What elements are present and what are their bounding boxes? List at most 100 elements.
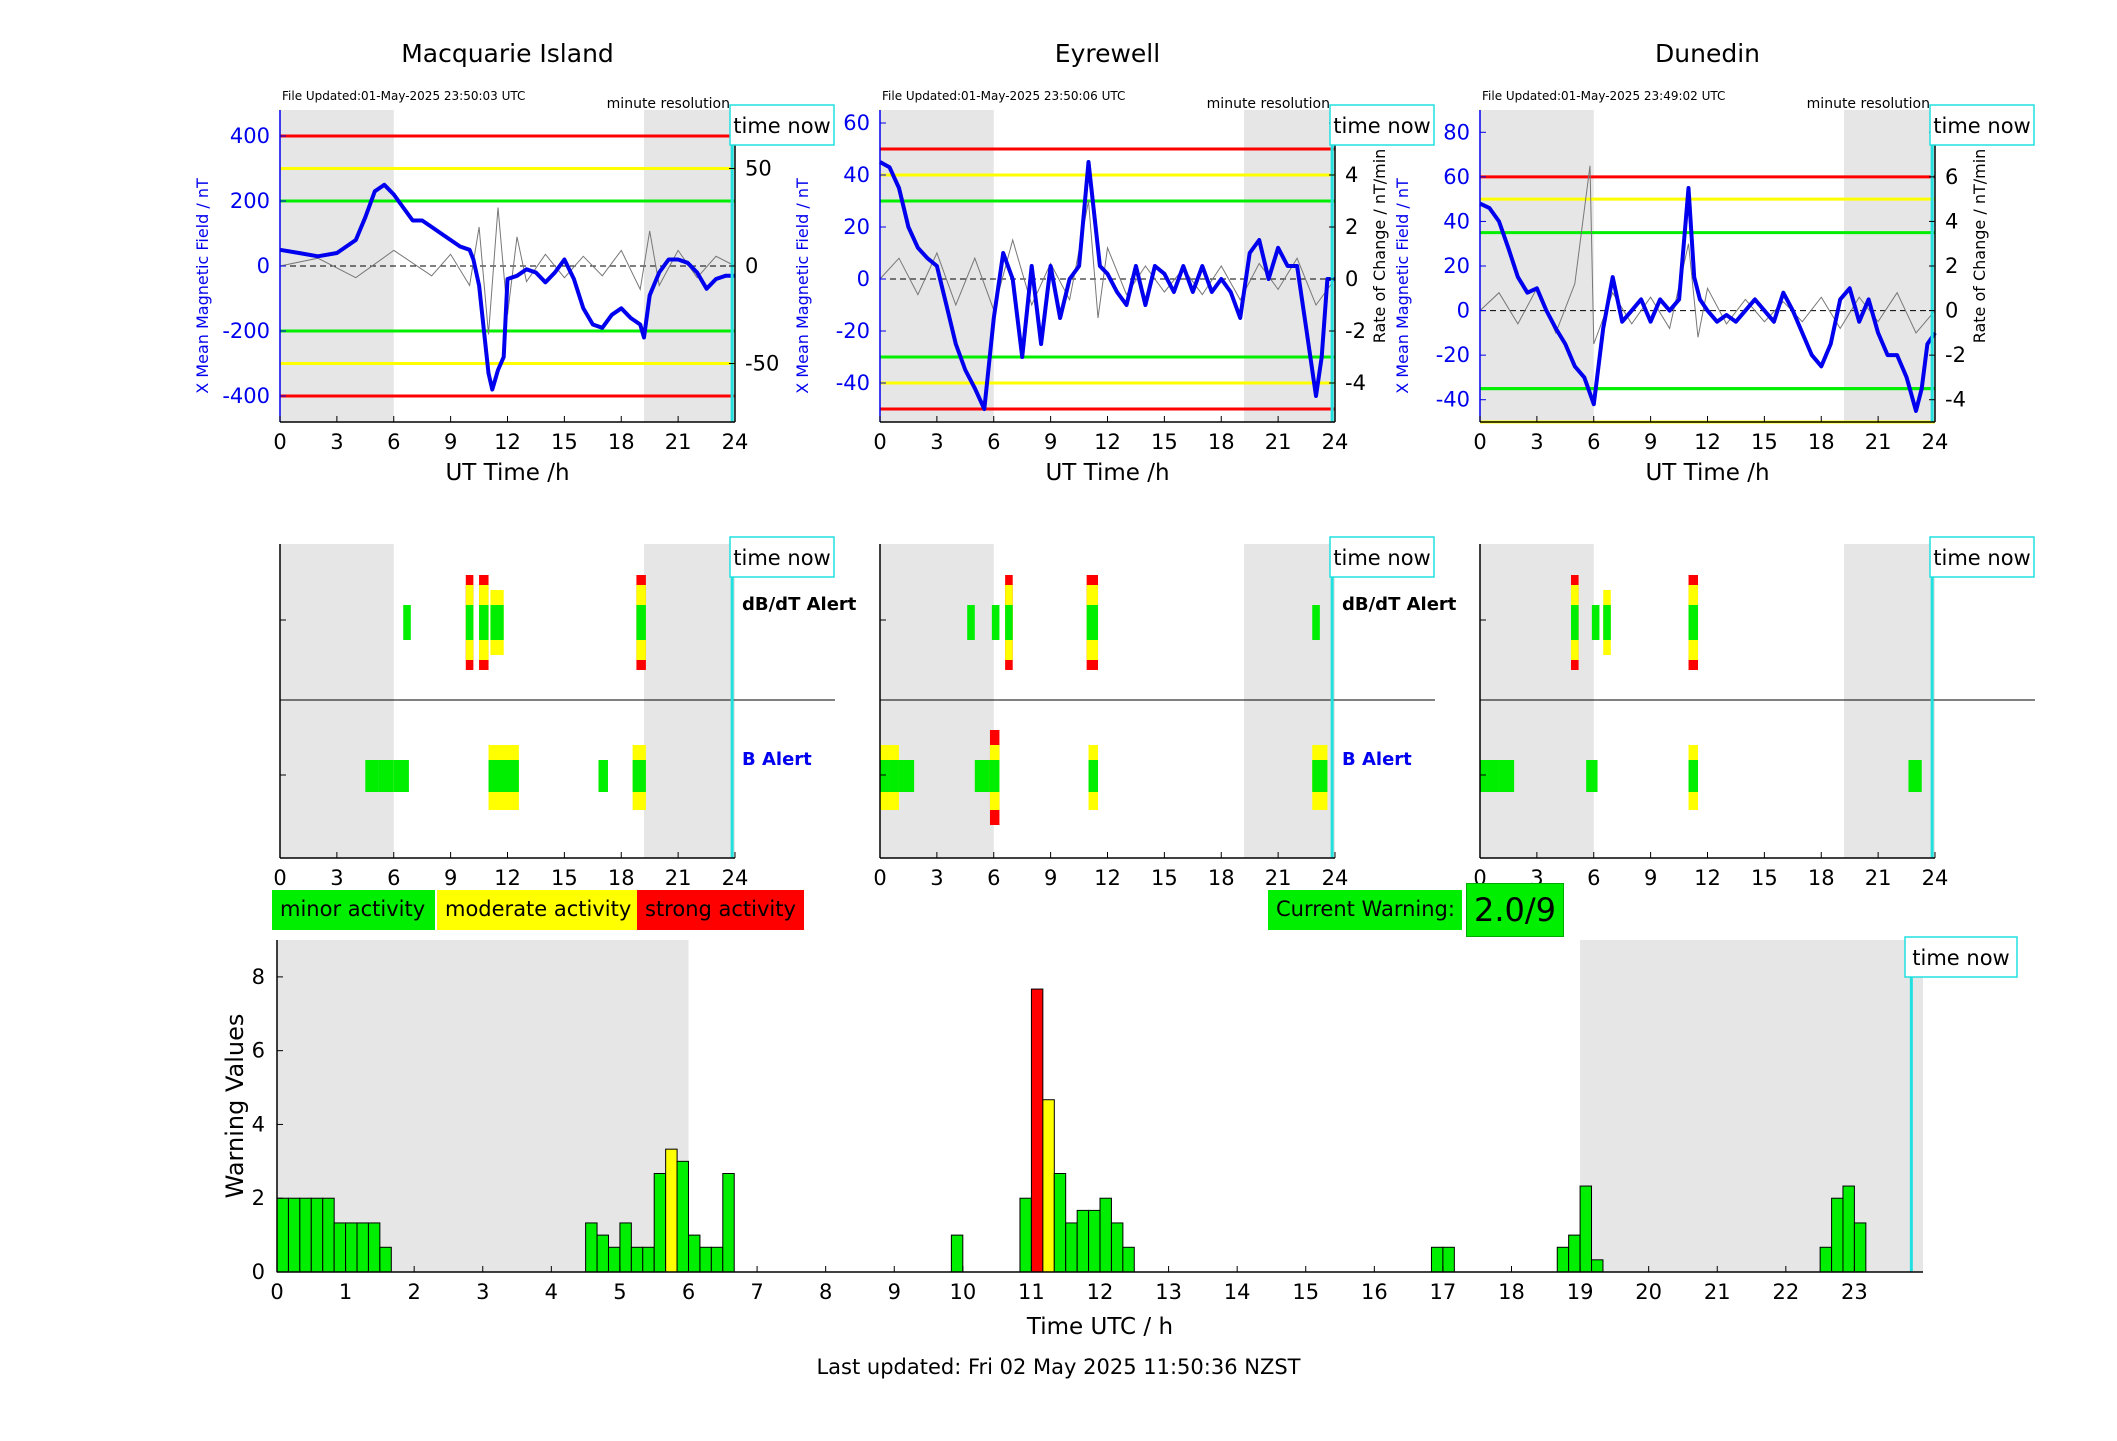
x-tick-label: 3 [1530, 430, 1543, 454]
x-tick-label: 15 [551, 430, 578, 454]
dbdt-bar [967, 605, 975, 640]
warning-bar [1019, 1197, 1032, 1273]
y-tick-label-left: -40 [836, 371, 870, 395]
warning-night-shade [277, 940, 689, 1272]
warning-x-tick-label: 12 [1087, 1280, 1114, 1304]
time-now-box-frame [729, 104, 835, 146]
dbdt-bar [465, 605, 474, 640]
x-tick-label: 0 [273, 430, 286, 454]
x-tick-label: 15 [1151, 430, 1178, 454]
y-tick-label-left: 20 [843, 215, 870, 239]
warning-night-shade [1580, 940, 1923, 1272]
y-tick-label-right: -2 [1945, 343, 1966, 367]
warning-bar [676, 1160, 689, 1273]
y-tick-label-right: -2 [1345, 319, 1366, 343]
warning-bar [710, 1246, 724, 1273]
y-tick-label-left: 0 [1457, 299, 1470, 323]
alert-time-now-label: time now [1933, 546, 2030, 570]
dbdt-bar [1571, 605, 1579, 640]
warning-bar [276, 1197, 289, 1273]
dbdt-bar [1591, 605, 1600, 640]
alert-time-now-label: time now [1333, 546, 1430, 570]
warning-time-now-label: time now [1912, 946, 2009, 970]
b-bar [378, 760, 394, 792]
x-tick-label: 12 [1694, 430, 1721, 454]
time-now-box-frame [1329, 104, 1435, 146]
warning-x-tick-label: 6 [682, 1280, 695, 1304]
y-tick-label-right: -4 [1945, 388, 1966, 412]
alert-x-tick-label: 6 [387, 866, 400, 890]
warning-y-tick-label: 2 [252, 1186, 265, 1210]
x-tick-label: 9 [1044, 430, 1057, 454]
y-tick-label-left: 200 [230, 189, 270, 213]
night-shade [280, 110, 394, 422]
x-tick-label: 18 [608, 430, 635, 454]
dbdt-bar [403, 605, 411, 640]
alert-x-tick-label: 6 [1587, 866, 1600, 890]
dbdt-bar [1688, 605, 1699, 640]
warning-x-tick-label: 10 [949, 1280, 976, 1304]
x-axis-label: UT Time /h [1645, 460, 1769, 486]
legend-strong-label: strong activity [645, 897, 796, 921]
x-tick-label: 21 [1265, 430, 1292, 454]
warning-bar [367, 1222, 381, 1273]
file-updated: File Updated:01-May-2025 23:50:06 UTC [882, 89, 1125, 103]
x-tick-label: 12 [1094, 430, 1121, 454]
y-tick-label-right: 2 [1945, 254, 1958, 278]
dbdt-bar [1086, 605, 1099, 640]
warning-x-tick-label: 14 [1224, 1280, 1251, 1304]
x-tick-label: 9 [444, 430, 457, 454]
b-bar [1312, 760, 1328, 792]
alert-night-shade [1244, 544, 1335, 858]
time-now-box: time now [1329, 104, 1435, 146]
y-tick-label-right: 4 [1345, 163, 1358, 187]
time-now-box-label: time now [1333, 114, 1430, 138]
warning-bar [619, 1222, 632, 1273]
warning-x-tick-label: 4 [545, 1280, 558, 1304]
legend-moderate: moderate activity [437, 890, 637, 930]
y-axis-label-left: X Mean Magnetic Field / nT [793, 178, 812, 394]
time-now-box-label: time now [733, 114, 830, 138]
y-tick-label-left: 60 [843, 111, 870, 135]
warning-x-tick-label: 2 [407, 1280, 420, 1304]
warning-x-tick-label: 20 [1635, 1280, 1662, 1304]
y-tick-label-right: 0 [745, 254, 758, 278]
x-tick-label: 18 [1808, 430, 1835, 454]
warning-bar [1831, 1197, 1844, 1273]
warning-time-now-frame [1904, 936, 2018, 978]
alert-time-now-frame [1929, 536, 2035, 578]
warning-bar [1430, 1246, 1444, 1273]
y-tick-label-left: 400 [230, 124, 270, 148]
warning-bar [1819, 1246, 1833, 1273]
alert-x-tick-label: 18 [1208, 866, 1235, 890]
current-warning-value-text: 2.0/9 [1473, 891, 1557, 929]
warning-bar [596, 1234, 610, 1273]
warning-x-tick-label: 8 [819, 1280, 832, 1304]
warning-x-tick-label: 9 [888, 1280, 901, 1304]
warning-x-tick-label: 5 [613, 1280, 626, 1304]
dbdt-alert-label: dB/dT Alert [1342, 594, 1457, 615]
dbdt-bar [1005, 605, 1013, 640]
alert-night-shade [1844, 544, 1935, 858]
warning-bar [379, 1246, 392, 1273]
b-bar [989, 760, 1000, 792]
warning-bar [345, 1222, 358, 1273]
warning-bar [310, 1197, 324, 1273]
warning-bar [1591, 1259, 1604, 1273]
night-shade [1480, 110, 1594, 422]
y-tick-label-left: 40 [843, 163, 870, 187]
x-axis-label: UT Time /h [445, 460, 569, 486]
y-tick-label-left: 0 [857, 267, 870, 291]
resolution-label: minute resolution [607, 96, 730, 112]
y-tick-label-right: -50 [745, 352, 779, 376]
dbdt-bar [1603, 605, 1611, 640]
station-title: Eyrewell [1055, 39, 1160, 68]
x-tick-label: 6 [987, 430, 1000, 454]
alert-time-now-frame [729, 536, 835, 578]
b-bar [1480, 760, 1499, 792]
b-alert-label: B Alert [742, 749, 812, 770]
warning-x-tick-label: 21 [1704, 1280, 1731, 1304]
alert-time-now-label: time now [733, 546, 830, 570]
warning-x-tick-label: 23 [1841, 1280, 1868, 1304]
